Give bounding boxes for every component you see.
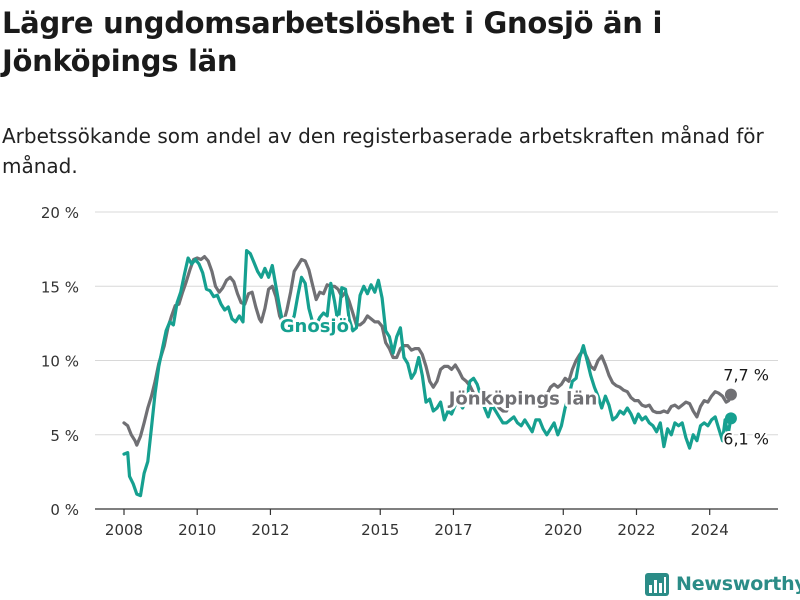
newsworthy-logo[interactable]: Newsworthy bbox=[644, 569, 800, 599]
chart-subtitle: Arbetssökande som andel av den registerb… bbox=[2, 124, 764, 178]
x-tick-label: 2015 bbox=[361, 521, 399, 539]
x-axis: 2008 2010 2012 2015 2017 2020 2022 2024 bbox=[105, 509, 729, 539]
grid-lines bbox=[95, 211, 778, 510]
y-tick-label: 5 % bbox=[50, 427, 79, 445]
y-axis: 0 % 5 % 10 % 15 % 20 % bbox=[41, 204, 79, 519]
series-line-gnosjo bbox=[122, 249, 733, 498]
series-label-gnosjo: Gnosjö bbox=[280, 316, 349, 337]
series-labels: Jönköpings län Gnosjö 7,7 % 6,1 % bbox=[277, 313, 771, 450]
series-line-jonkopings-lan bbox=[122, 255, 733, 447]
x-tick-label: 2010 bbox=[178, 521, 216, 539]
y-tick-label: 0 % bbox=[50, 501, 79, 519]
series-lines bbox=[122, 249, 737, 498]
x-tick-label: 2020 bbox=[544, 521, 582, 539]
y-tick-label: 10 % bbox=[41, 353, 79, 371]
y-tick-label: 15 % bbox=[41, 278, 79, 296]
end-value-label-gnosjo: 6,1 % bbox=[723, 429, 769, 448]
end-point-jonkopings-lan bbox=[724, 388, 737, 401]
bar-chart-icon bbox=[645, 573, 669, 596]
end-value-label-jonkopings-lan: 7,7 % bbox=[723, 366, 769, 385]
y-tick-label: 20 % bbox=[41, 204, 79, 222]
x-tick-label: 2012 bbox=[251, 521, 289, 539]
x-tick-label: 2024 bbox=[691, 521, 729, 539]
chart-title: Lägre ungdomsarbetslöshet i Gnosjö än i … bbox=[2, 6, 663, 78]
x-tick-label: 2008 bbox=[105, 521, 143, 539]
series-label-jonkopings-lan: Jönköpings län bbox=[447, 389, 598, 410]
x-tick-label: 2017 bbox=[434, 521, 472, 539]
brand-name: Newsworthy bbox=[676, 573, 800, 595]
x-tick-label: 2022 bbox=[617, 521, 655, 539]
end-point-gnosjo bbox=[724, 412, 737, 425]
